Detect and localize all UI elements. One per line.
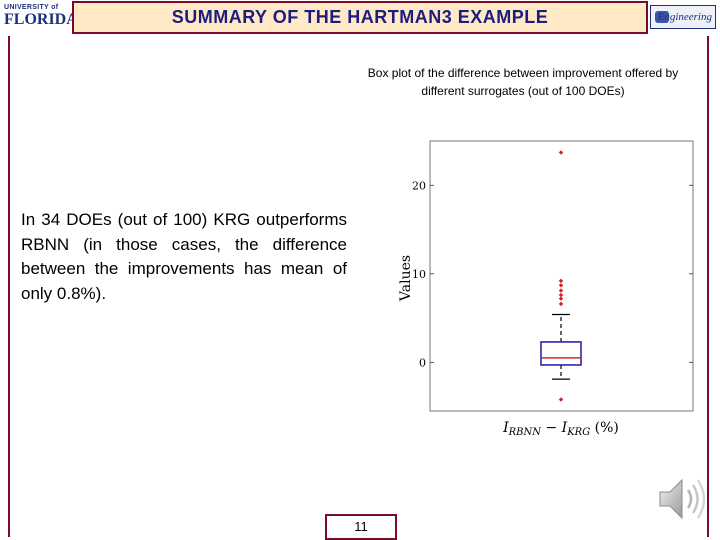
gator-logo-icon [655,11,669,23]
speaker-icon[interactable] [654,474,710,524]
outlier-point [558,301,564,307]
y-tick-label: 0 [419,356,426,369]
x-label-i-rbnn: I [502,420,509,436]
x-axis-label: IRBNN − IKRG (%) [502,420,619,438]
logo-engineering-text: Engineering [657,11,712,23]
box-plot-chart: 0 10 20 Values IRBNN − IKRG (%) [398,140,694,438]
x-label-rbnn-sub: RBNN [508,427,543,438]
slide-frame [8,36,709,537]
plot-area-border [429,140,694,412]
title-banner: SUMMARY OF THE HARTMAN3 EXAMPLE [72,1,648,34]
x-label-minus: − I [541,420,568,436]
summary-paragraph: In 34 DOEs (out of 100) KRG outperforms … [21,210,347,303]
x-label-unit: (%) [590,420,619,436]
box-iqr [540,341,582,366]
x-label-krg-sub: KRG [566,427,590,438]
logo-florida-text: FLORIDA [4,11,78,28]
outlier-point [558,296,564,301]
university-of-florida-logo: UNIVERSITY of FLORIDA [2,3,78,33]
outlier-point [558,292,564,298]
outlier-point [558,283,564,288]
logo-university-text: UNIVERSITY of [4,4,59,11]
y-axis-label: Values [398,255,414,302]
y-tick-label: 10 [412,268,426,281]
page-number: 11 [325,514,397,540]
engineering-logo: Engineering [650,5,716,29]
slide-title: SUMMARY OF THE HARTMAN3 EXAMPLE [171,7,549,27]
outlier-point [558,278,564,284]
y-tick-label: 20 [412,179,426,192]
chart-caption: Box plot of the difference between impro… [367,66,679,98]
outlier-point [558,397,564,402]
outlier-point [558,288,564,293]
outlier-point [558,150,564,155]
